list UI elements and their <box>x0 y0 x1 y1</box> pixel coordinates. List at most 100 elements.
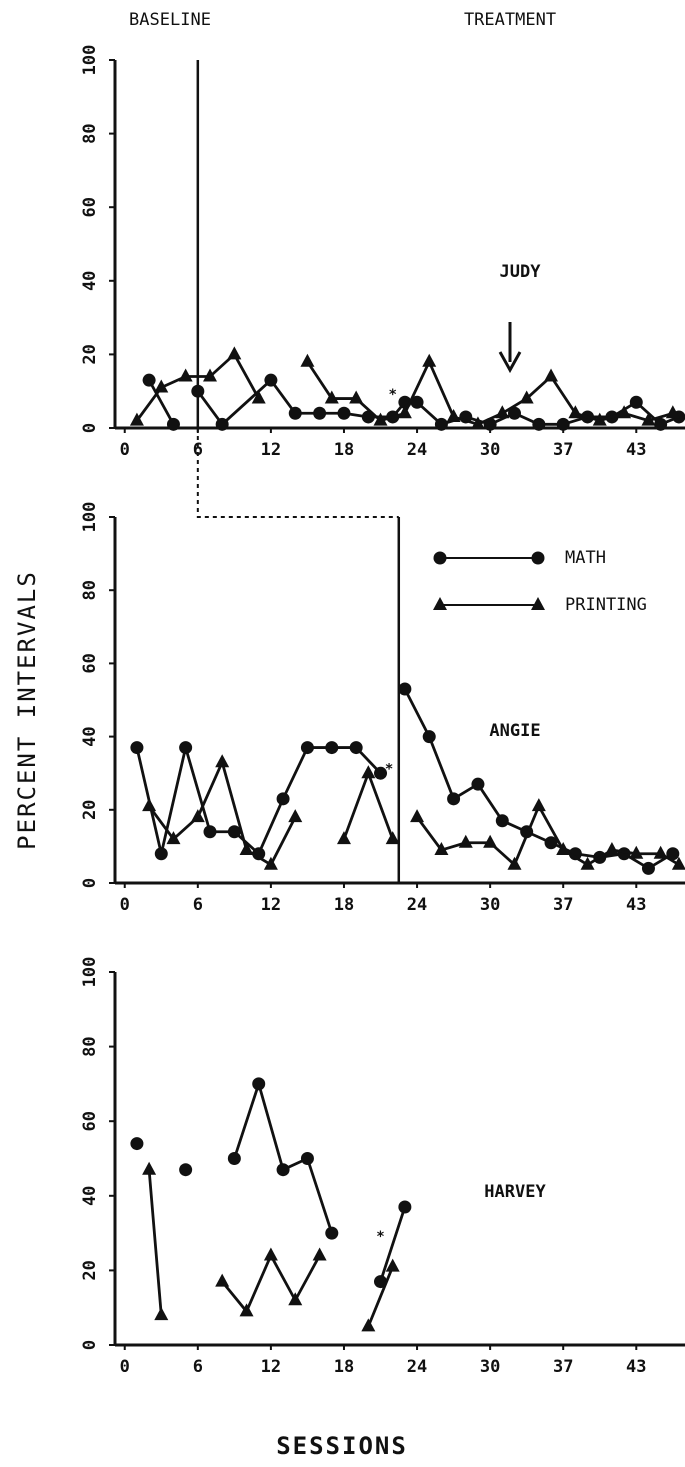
point <box>374 766 388 780</box>
point <box>544 836 558 850</box>
y-tick-label: 20 <box>80 344 100 364</box>
x-tick-label: 24 <box>407 440 427 460</box>
point <box>325 741 339 755</box>
x-tick-label: 18 <box>334 1357 354 1377</box>
point <box>654 417 668 431</box>
point <box>142 373 156 387</box>
point <box>410 395 424 409</box>
x-tick-label: 0 <box>120 1357 130 1377</box>
point <box>215 417 229 431</box>
y-tick-label: 40 <box>80 271 100 291</box>
y-tick-label: 0 <box>80 878 100 888</box>
point <box>288 406 302 420</box>
x-tick-label: 37 <box>553 1357 573 1377</box>
x-tick-label: 43 <box>626 1357 646 1377</box>
point <box>215 754 230 768</box>
point <box>154 1307 169 1321</box>
point <box>361 765 376 779</box>
y-tick-label: 100 <box>80 45 100 76</box>
y-tick-label: 80 <box>80 1036 100 1056</box>
point <box>556 842 571 856</box>
y-tick-label: 20 <box>80 800 100 820</box>
y-tick-label: 80 <box>80 580 100 600</box>
legend-marker <box>531 551 545 565</box>
point <box>191 384 205 398</box>
x-tick-label: 30 <box>480 440 500 460</box>
point <box>288 809 303 823</box>
point <box>373 412 388 426</box>
y-axis-label: PERCENT INTERVALS <box>13 570 41 850</box>
point <box>458 834 473 848</box>
point <box>446 408 461 422</box>
point <box>129 412 144 426</box>
y-tick-label: 20 <box>80 1260 100 1280</box>
point <box>361 1318 376 1332</box>
point <box>397 405 412 419</box>
point <box>179 741 193 755</box>
x-axis-label: SESSIONS <box>276 1432 408 1460</box>
x-tick-label: 12 <box>261 440 281 460</box>
point <box>641 861 655 875</box>
y-tick-label: 60 <box>80 1111 100 1131</box>
panel-title: ANGIE <box>489 721 540 741</box>
point <box>300 353 315 367</box>
phase-label: TREATMENT <box>464 10 556 30</box>
legend-marker <box>433 597 447 610</box>
point <box>337 406 351 420</box>
phase-label: BASELINE <box>129 10 211 30</box>
y-tick-label: 40 <box>80 1186 100 1206</box>
point <box>190 809 205 823</box>
point <box>495 814 509 828</box>
series-line <box>135 688 674 870</box>
point <box>671 856 685 870</box>
y-tick-label: 0 <box>80 423 100 433</box>
point <box>166 831 181 845</box>
x-tick-label: 6 <box>193 895 203 915</box>
point <box>239 842 254 856</box>
point <box>629 395 643 409</box>
point <box>227 825 241 839</box>
point <box>264 373 278 387</box>
point <box>251 390 266 404</box>
phase-connector <box>196 428 399 518</box>
point <box>288 1292 303 1306</box>
point <box>434 842 449 856</box>
point <box>556 417 570 431</box>
y-tick-label: 40 <box>80 726 100 746</box>
point <box>154 379 169 393</box>
point <box>495 405 510 419</box>
point <box>336 831 351 845</box>
point <box>519 390 534 404</box>
y-tick-label: 80 <box>80 123 100 143</box>
point <box>580 856 595 870</box>
point <box>434 417 448 431</box>
point <box>470 416 485 430</box>
x-tick-label: 12 <box>261 895 281 915</box>
legend-label: PRINTING <box>565 595 647 615</box>
point <box>324 390 339 404</box>
x-tick-label: 12 <box>261 1357 281 1377</box>
point <box>471 777 485 791</box>
y-tick-label: 0 <box>80 1340 100 1350</box>
point <box>410 809 425 823</box>
x-tick-label: 24 <box>407 895 427 915</box>
point <box>239 1303 254 1317</box>
x-tick-label: 0 <box>120 440 130 460</box>
point <box>532 417 546 431</box>
point <box>263 856 278 870</box>
x-tick-label: 18 <box>334 895 354 915</box>
point <box>507 406 521 420</box>
point <box>313 406 327 420</box>
y-tick-label: 60 <box>80 197 100 217</box>
point <box>398 682 412 696</box>
point <box>263 1247 278 1261</box>
x-tick-label: 30 <box>480 1357 500 1377</box>
point <box>385 1258 400 1272</box>
annotation: * <box>388 387 396 403</box>
point <box>227 1152 241 1165</box>
x-tick-label: 0 <box>120 895 130 915</box>
x-tick-label: 43 <box>626 440 646 460</box>
point <box>312 1247 327 1261</box>
point <box>568 405 583 419</box>
